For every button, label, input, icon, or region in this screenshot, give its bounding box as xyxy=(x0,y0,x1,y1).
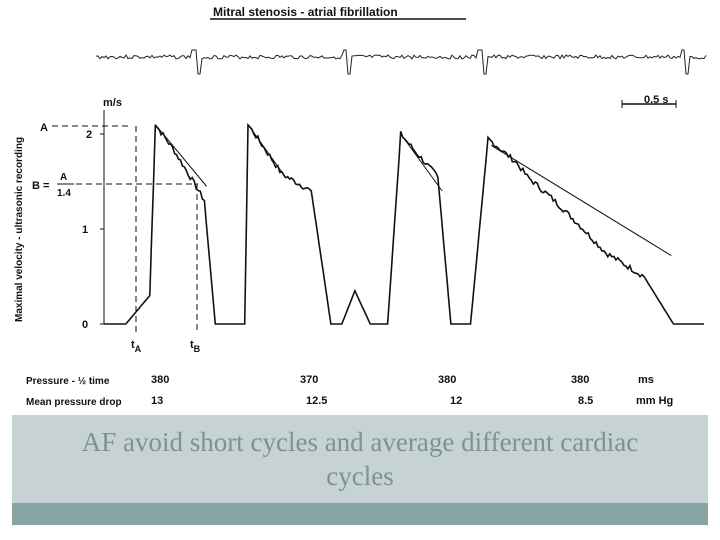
deceleration-slope-line xyxy=(400,133,443,192)
pressure-drop-value: 12 xyxy=(450,395,462,407)
deceleration-slope-line xyxy=(247,124,283,173)
doppler-figure: Mitral stenosis - atrial fibrillation Ma… xyxy=(14,5,707,408)
pressure-drop-value: 12.5 xyxy=(306,395,327,407)
half-time-value: 380 xyxy=(151,374,169,386)
y-tick-label-2: 2 xyxy=(86,129,92,141)
ta-label: tA xyxy=(131,339,142,354)
marker-a-label: A xyxy=(40,122,48,134)
deceleration-slope-line xyxy=(491,144,672,257)
marker-b-denominator: 1.4 xyxy=(57,188,71,199)
figure-title: Mitral stenosis - atrial fibrillation xyxy=(213,5,398,19)
half-time-value: 380 xyxy=(571,374,589,386)
scale-bar-label: 0.5 s xyxy=(644,94,668,106)
y-axis-label: Maximal velocity - ultrasonic recording xyxy=(14,137,25,322)
velocity-trace xyxy=(104,123,704,325)
y-tick-label-1: 1 xyxy=(82,224,88,236)
measurements-table: Pressure - ½ time 380 370 380 380 ms Mea… xyxy=(26,374,673,408)
half-time-value: 370 xyxy=(300,374,318,386)
tb-label: tB xyxy=(190,339,201,354)
slide-caption: AF avoid short cycles and average differ… xyxy=(81,427,639,491)
half-time-unit: ms xyxy=(638,374,654,386)
footer-bar xyxy=(12,503,708,525)
pressure-drop-unit: mm Hg xyxy=(636,395,673,407)
row-label-pressure-drop: Mean pressure drop xyxy=(26,397,122,408)
y-tick-label-0: 0 xyxy=(82,319,88,331)
deceleration-slope-line xyxy=(154,124,207,187)
velocity-series-line xyxy=(104,123,704,325)
marker-b-numerator: A xyxy=(60,172,67,183)
pressure-drop-value: 8.5 xyxy=(578,395,593,407)
ecg-trace xyxy=(95,49,707,75)
marker-b-prefix: B = xyxy=(32,180,49,192)
row-label-half-time: Pressure - ½ time xyxy=(26,376,110,387)
y-unit-label: m/s xyxy=(103,97,122,109)
pressure-drop-value: 13 xyxy=(151,395,163,407)
half-time-value: 380 xyxy=(438,374,456,386)
caption-band: AF avoid short cycles and average differ… xyxy=(12,415,708,503)
